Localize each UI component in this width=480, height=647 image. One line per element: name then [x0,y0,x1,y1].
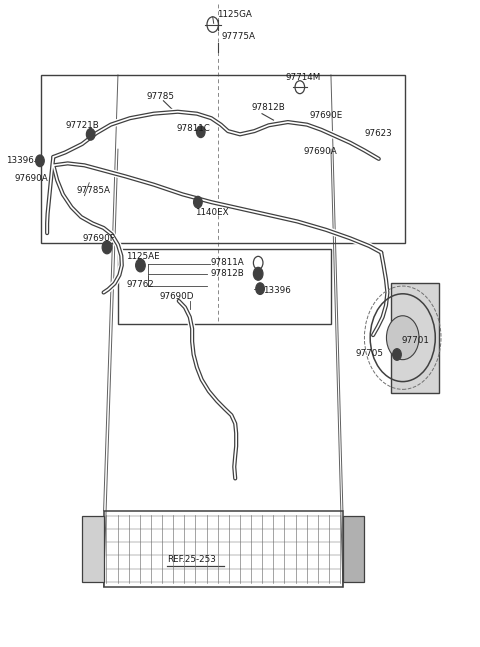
Bar [82,516,104,582]
Text: 97785: 97785 [147,92,175,101]
Text: 97690A: 97690A [303,148,337,157]
Text: 97690F: 97690F [82,234,115,243]
Circle shape [102,241,112,254]
Text: REF.25-253: REF.25-253 [167,555,216,564]
Text: 97690A: 97690A [14,175,48,184]
Bar [343,516,364,582]
Circle shape [386,316,419,360]
Text: 97701: 97701 [402,336,430,345]
Bar [41,75,405,243]
Text: 97812B: 97812B [210,269,244,278]
Circle shape [86,129,95,140]
Text: 97623: 97623 [364,129,392,138]
Text: 97690E: 97690E [310,111,343,120]
Text: 97721B: 97721B [65,121,99,130]
Circle shape [193,196,202,208]
Text: 1125GA: 1125GA [217,10,252,19]
Text: 1125AE: 1125AE [126,252,160,261]
Circle shape [256,283,264,294]
Circle shape [196,126,205,138]
Text: 97812B: 97812B [252,104,286,113]
Bar [391,283,439,393]
Circle shape [393,349,401,360]
Text: 13396: 13396 [263,285,291,294]
Bar [104,510,343,587]
Circle shape [36,155,44,167]
Text: 97811C: 97811C [176,124,210,133]
Text: 1140EX: 1140EX [194,208,228,217]
Circle shape [136,259,145,272]
Text: 97762: 97762 [126,280,154,289]
Text: 13396: 13396 [6,157,34,166]
Text: 97690D: 97690D [159,292,194,301]
Text: 97705: 97705 [356,349,384,358]
Text: 97714M: 97714M [286,73,321,82]
Text: 97785A: 97785A [76,186,110,195]
Text: 97775A: 97775A [222,32,256,41]
Text: 97811A: 97811A [210,258,244,267]
Circle shape [253,267,263,280]
Bar [118,249,331,324]
